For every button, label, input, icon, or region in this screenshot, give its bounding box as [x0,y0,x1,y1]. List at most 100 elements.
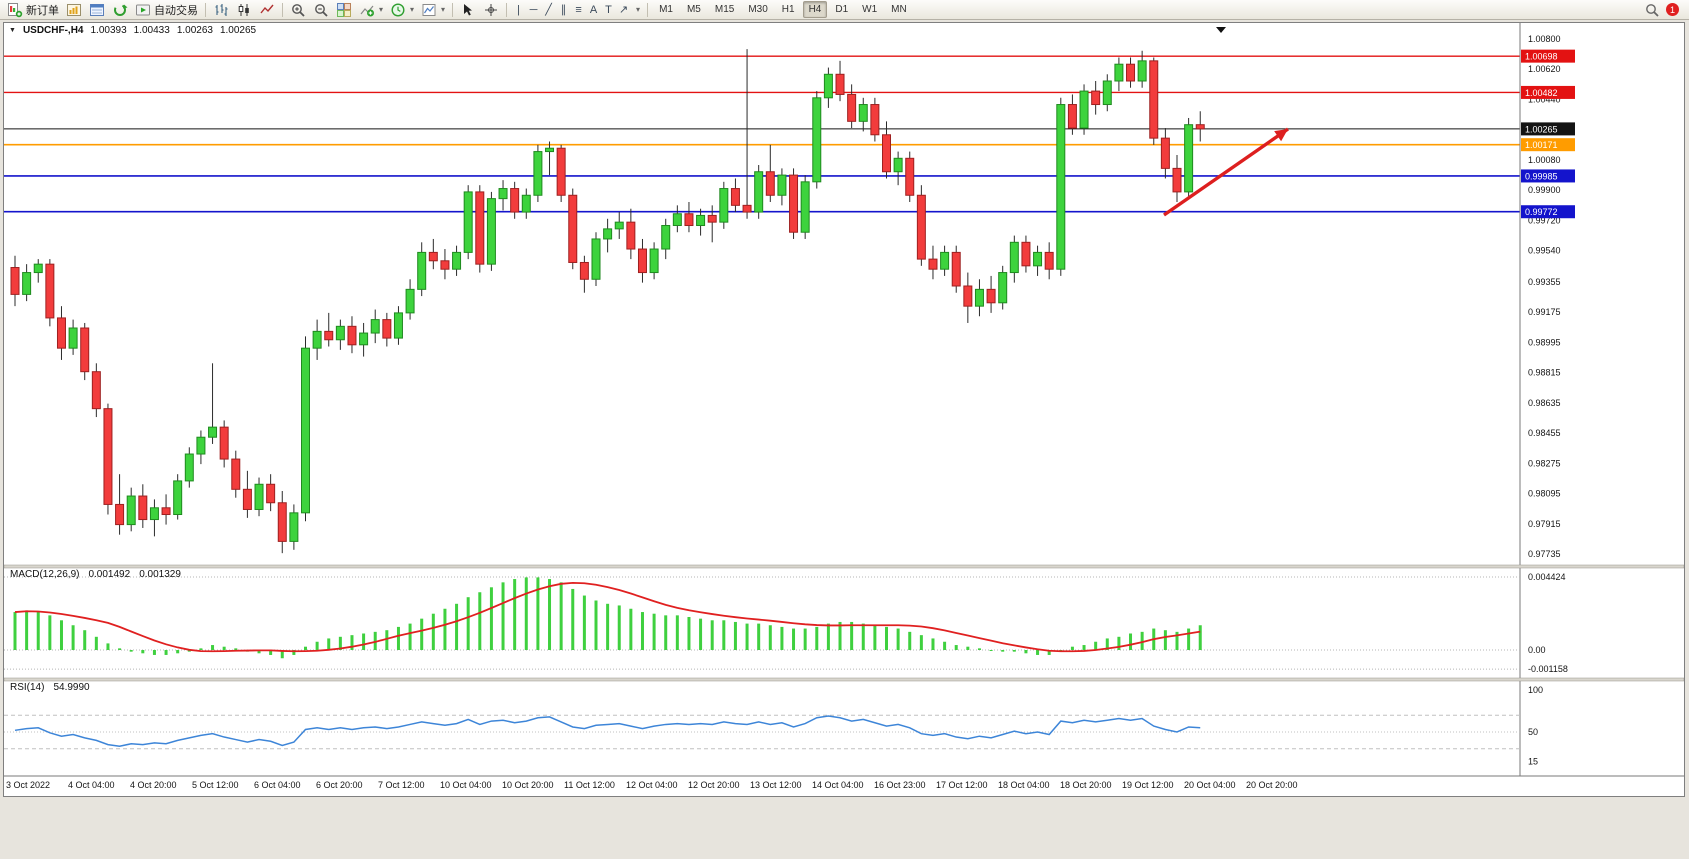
macd-bar [25,610,29,650]
macd-bar [640,612,644,650]
macd-bar [873,625,877,650]
notification-badge[interactable]: 1 [1666,3,1679,16]
templates-button[interactable]: ▾ [418,1,448,19]
macd-bar [1036,650,1040,655]
timeframe-H4[interactable]: H4 [802,1,828,18]
macd-name: MACD(12,26,9) [10,569,80,580]
toolbar: 新订单 自动交易 ▾ ▾ ▾ | ─ ╱ ∥ ≡ A T ↗ ▾ M1 M5 M15 M30 H1 H4… [0,0,1689,20]
candle-body [742,204,752,213]
search-button[interactable] [1641,1,1663,19]
crosshair-button[interactable] [480,1,502,19]
macd-bar [652,613,656,650]
macd-bar [1129,633,1133,650]
macd-axis-label: 0.00 [1528,645,1546,655]
channel-tool-icon[interactable]: ∥ [560,4,567,16]
macd-bar [327,638,331,650]
timeframe-H1[interactable]: H1 [781,4,795,15]
price-tick: 0.98815 [1528,368,1561,378]
arrows-tool-icon[interactable]: ↗ [618,4,629,16]
tile-windows-button[interactable] [333,1,355,19]
bar-chart-button[interactable] [210,1,232,19]
candle-body [1009,241,1019,274]
trend-arrow-head[interactable] [1274,129,1288,142]
fibonacci-tool-icon[interactable]: ≡ [575,3,582,16]
candle-body [498,188,508,200]
time-label: 16 Oct 23:00 [874,780,926,790]
text-label-tool-icon[interactable]: T [605,3,612,16]
periods-button[interactable]: ▾ [387,1,417,19]
collapse-icon[interactable]: ▼ [9,27,16,34]
candle-body [1033,251,1043,267]
auto-trading-button[interactable]: 自动交易 [132,1,201,19]
timeframe-M5[interactable]: M5 [686,4,701,15]
candle-body [405,288,415,314]
macd-bar [524,577,528,650]
line-chart-button[interactable] [256,1,278,19]
trend-arrow[interactable] [1163,127,1289,217]
timeframe-M30[interactable]: M30 [748,4,768,15]
cursor-button[interactable] [457,1,479,19]
chart-canvas[interactable]: 1.00800 1.00620 1.00440 1.00080 0.99900 0.997… [4,23,1684,796]
macd-bar [362,633,366,650]
candle-body [637,248,647,274]
indicators-button[interactable]: ▾ [356,1,386,19]
toolbar-separator [282,2,283,17]
time-label: 18 Oct 20:00 [1060,780,1112,790]
market-watch-button[interactable] [63,1,85,19]
trendline-tool-icon[interactable]: ╱ [545,4,552,16]
macd-bar [211,645,215,650]
candle-body [1160,137,1170,169]
candle-body [1079,90,1089,129]
macd-bar [59,620,63,650]
new-order-button[interactable]: 新订单 [4,1,62,19]
text-tool-icon[interactable]: A [589,3,598,16]
time-label: 12 Oct 20:00 [688,780,740,790]
macd-bar [803,628,807,650]
toolbar-separator [647,2,649,17]
macd-bar [431,613,435,650]
time-axis[interactable]: 3 Oct 2022 4 Oct 04:00 4 Oct 20:00 5 Oct 12… [6,780,1298,790]
macd-bar [606,603,610,650]
chart-symbol-period: USDCHF-,H4 [22,25,84,36]
timeframe-M1[interactable]: M1 [659,4,673,15]
macd-bar [1163,630,1167,650]
ohlc-close: 1.00265 [219,25,257,36]
candle-body [882,134,891,173]
zoom-in-button[interactable] [287,1,309,19]
timeframe-MN[interactable]: MN [891,4,907,15]
horizontal-line-tool-icon[interactable]: ─ [529,3,538,16]
ohlc-open: 1.00393 [90,25,127,36]
time-label: 5 Oct 12:00 [192,780,239,790]
data-window-button[interactable] [86,1,108,19]
time-label: 20 Oct 20:00 [1246,780,1298,790]
candle-body [184,453,194,482]
candle-body [940,251,950,270]
macd-bar [338,636,342,650]
scroll-marker[interactable] [1216,27,1226,33]
candle-body [312,330,322,349]
time-label: 20 Oct 04:00 [1184,780,1236,790]
vertical-line-tool-icon[interactable]: | [517,3,520,16]
candle-body [661,225,671,250]
time-label: 4 Oct 04:00 [68,780,115,790]
timeframe-W1[interactable]: W1 [862,4,878,15]
arrows-dropdown-button[interactable]: ▾ [632,1,643,19]
macd-bar [757,623,761,650]
macd-bar [826,623,830,650]
candle-body [545,147,555,153]
candlestick-chart-button[interactable] [233,1,255,19]
price-badge-label: 0.99985 [1525,171,1558,181]
price-badge [1521,85,1575,99]
price-badge-label: 1.00482 [1525,88,1558,98]
candle-body [149,507,159,521]
candle-body [115,503,125,526]
refresh-button[interactable] [109,1,131,19]
price-axis[interactable]: 1.00800 1.00620 1.00440 1.00080 0.99900 0.997… [1521,34,1575,559]
macd-bar [71,625,75,650]
timeframe-D1[interactable]: D1 [835,4,849,15]
rsi-axis-label: 15 [1528,756,1538,766]
timeframe-M15[interactable]: M15 [714,4,735,15]
chevron-down-icon: ▾ [441,5,446,14]
zoom-out-button[interactable] [310,1,332,19]
clock-icon [390,2,406,18]
